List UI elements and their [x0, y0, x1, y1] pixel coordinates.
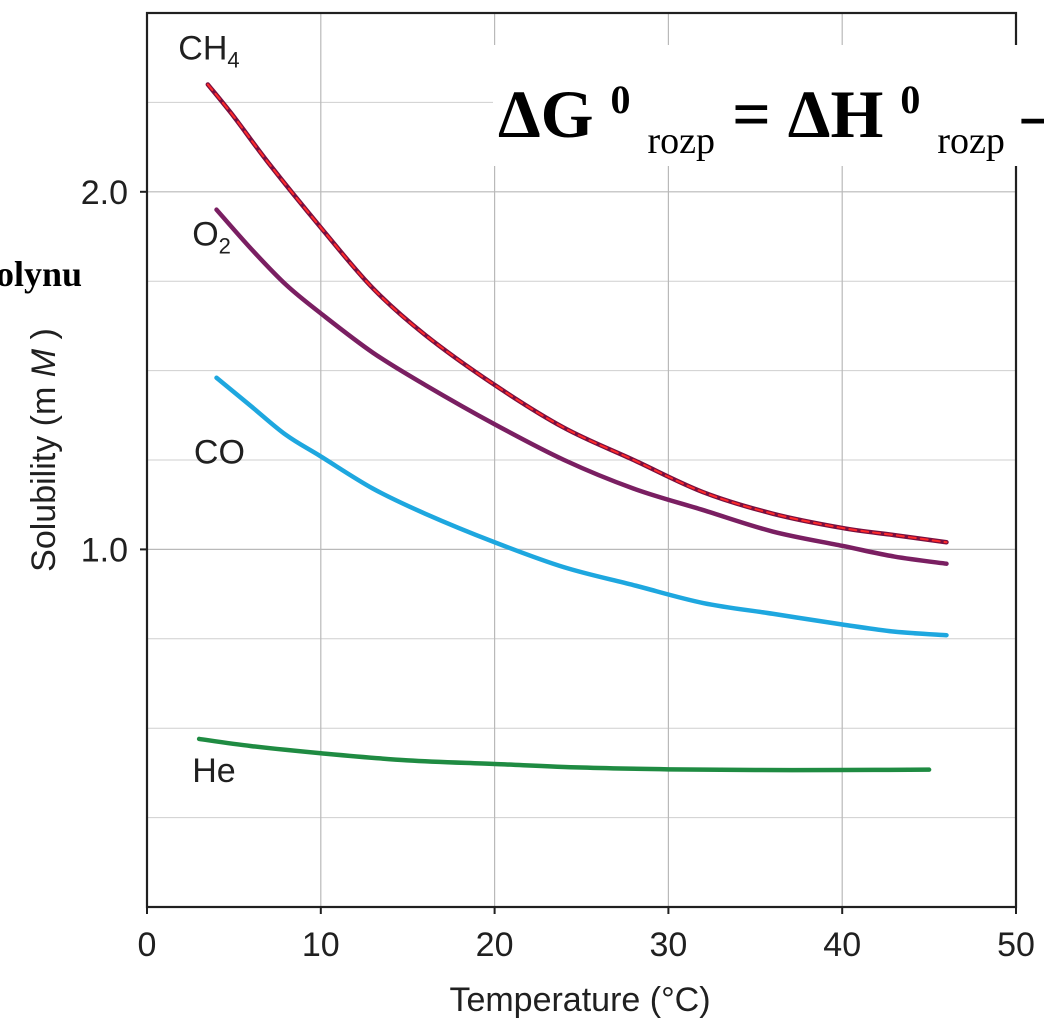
y-axis-title: Solubility (m M ) [25, 328, 63, 572]
x-tick-label: 0 [138, 926, 157, 964]
series-layer [196, 82, 949, 773]
y-tick-label: 2.0 [81, 174, 128, 212]
series-label-he: He [192, 752, 235, 790]
series-label-layer: CH4 O2 CO He [178, 29, 245, 789]
series-label-co-main: CO [194, 434, 245, 472]
x-tick-label: 10 [302, 926, 340, 964]
equation-part-1-sub: rozp [648, 120, 716, 162]
series-label-ch4-main: CH [178, 29, 227, 67]
equation-box [493, 45, 1044, 166]
series-overlay-ch4 [206, 83, 948, 544]
equation-part-1: ΔG [498, 76, 594, 152]
series-line-co [214, 375, 949, 638]
y-axis-title-unit: M [25, 348, 63, 377]
y-axis-title-prefix: Solubility (m [25, 387, 63, 572]
x-tick-label: 50 [997, 926, 1035, 964]
equation-part-2-sup: 0 [900, 77, 920, 122]
equation-part-3: – [1021, 76, 1044, 152]
thermodynamic-equation: ΔG 0 rozp = ΔH 0 rozp – [498, 76, 1044, 162]
equation-part-1-sup: 0 [611, 77, 631, 122]
x-tick-label: 30 [649, 926, 687, 964]
plot-frame [145, 11, 1018, 909]
axis-layer: Temperature (°C) Solubility (m M ) 0 10 20… [25, 174, 1035, 1019]
equation-part-2-sub: rozp [937, 120, 1005, 162]
equation-part-2: = ΔH [732, 76, 883, 152]
series-label-o2-sub: 2 [219, 233, 231, 258]
x-tick-label: 40 [823, 926, 861, 964]
series-label-ch4-sub: 4 [227, 47, 239, 72]
x-tick-label: 20 [476, 926, 514, 964]
series-line-o2 [214, 207, 949, 566]
series-label-he-main: He [192, 752, 235, 790]
series-label-o2-main: O [192, 215, 218, 253]
series-label-co: CO [194, 434, 245, 472]
x-axis-title: Temperature (°C) [449, 981, 710, 1019]
series-label-ch4: CH4 [178, 29, 239, 72]
y-tick-label: 1.0 [81, 531, 128, 569]
side-text-fragment: olynu [0, 254, 82, 294]
series-label-o2: O2 [192, 215, 231, 258]
y-axis-title-suffix: ) [25, 328, 63, 339]
series-line-he [196, 736, 932, 773]
overlay-layer: ΔG 0 rozp = ΔH 0 rozp – olynu [0, 45, 1044, 294]
